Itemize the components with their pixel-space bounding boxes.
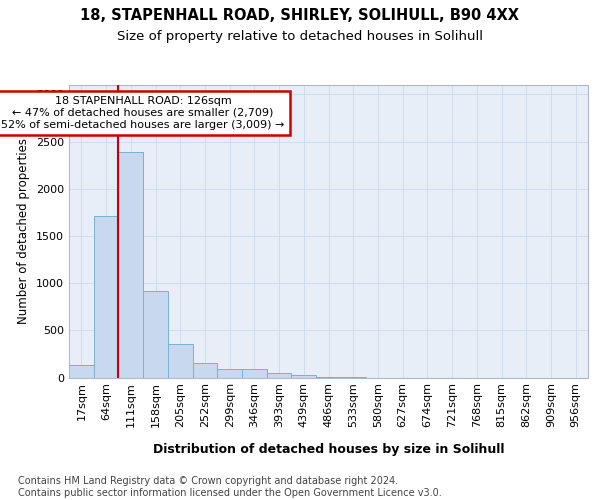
Y-axis label: Number of detached properties: Number of detached properties: [17, 138, 31, 324]
Text: Size of property relative to detached houses in Solihull: Size of property relative to detached ho…: [117, 30, 483, 43]
Bar: [292, 375, 316, 378]
Bar: [217, 369, 242, 378]
Bar: [316, 376, 341, 378]
Bar: [168, 344, 193, 378]
Text: 18, STAPENHALL ROAD, SHIRLEY, SOLIHULL, B90 4XX: 18, STAPENHALL ROAD, SHIRLEY, SOLIHULL, …: [80, 8, 520, 22]
Bar: [143, 290, 168, 378]
Text: Distribution of detached houses by size in Solihull: Distribution of detached houses by size …: [153, 442, 505, 456]
Bar: [94, 216, 118, 378]
Bar: [341, 376, 365, 378]
Text: Contains HM Land Registry data © Crown copyright and database right 2024.
Contai: Contains HM Land Registry data © Crown c…: [18, 476, 442, 498]
Text: 18 STAPENHALL ROAD: 126sqm
← 47% of detached houses are smaller (2,709)
52% of s: 18 STAPENHALL ROAD: 126sqm ← 47% of deta…: [1, 96, 285, 130]
Bar: [118, 152, 143, 378]
Bar: [267, 373, 292, 378]
Bar: [69, 365, 94, 378]
Bar: [193, 363, 217, 378]
Bar: [242, 370, 267, 378]
